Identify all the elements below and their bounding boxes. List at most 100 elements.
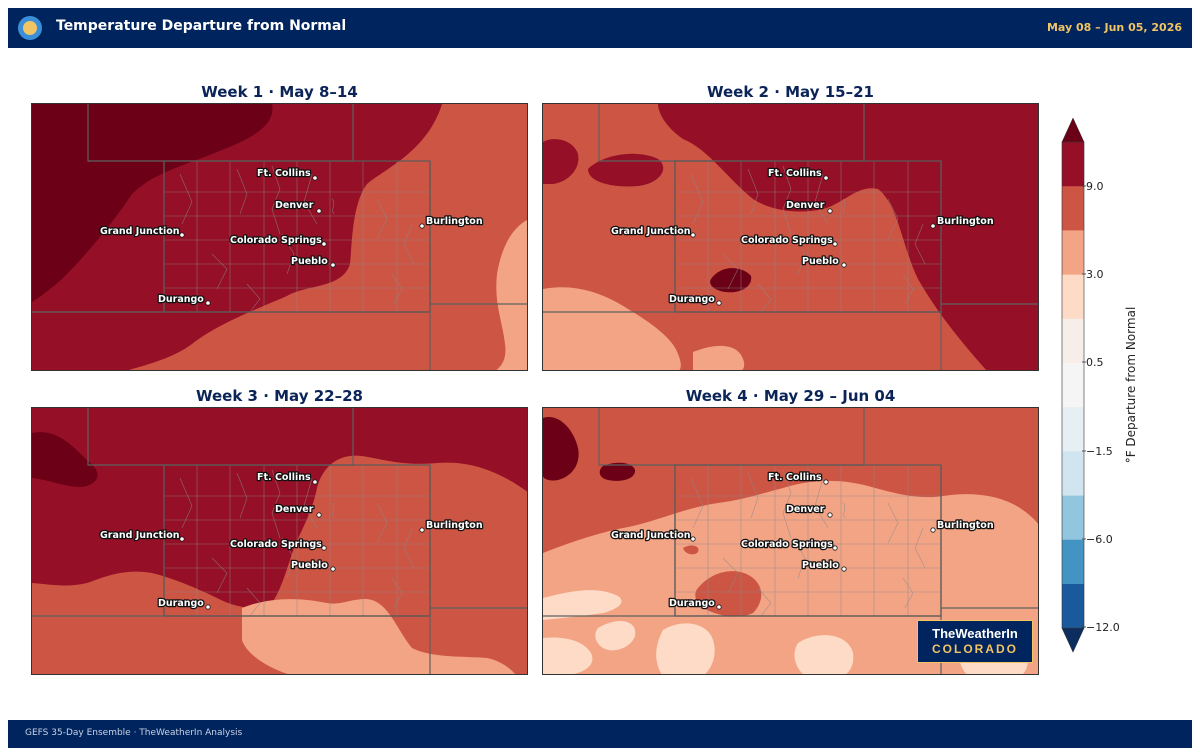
city-marker: Grand Junction (610, 529, 696, 542)
colorbar-tick: 0.5 (1086, 356, 1104, 369)
colorbar-tick: −6.0 (1086, 533, 1113, 546)
county-line (271, 469, 281, 539)
county-lines (164, 465, 430, 617)
shading-region (543, 139, 579, 184)
city-dot (823, 175, 829, 181)
city-label: Durango (158, 598, 204, 609)
city-marker: Colorado Springs (229, 234, 327, 247)
county-line (179, 173, 193, 225)
city-dot (832, 241, 838, 247)
city-marker: Durango (668, 597, 722, 610)
city-label: Burlington (426, 520, 483, 531)
city-dot (205, 604, 211, 610)
shading-region (543, 287, 681, 370)
county-lines (675, 161, 941, 313)
city-label: Durango (669, 598, 715, 609)
brand-region: COLORADO (932, 642, 1018, 656)
city-dot (330, 566, 336, 572)
city-marker: Pueblo (801, 255, 847, 268)
colorbar-swatch (1062, 407, 1084, 452)
city-label: Ft. Collins (768, 168, 822, 179)
city-dot (419, 223, 425, 229)
city-marker: Pueblo (290, 255, 336, 268)
colorbar-swatch (1062, 584, 1084, 629)
shading-region (543, 417, 579, 481)
footer-bar: GEFS 35-Day Ensemble · TheWeatherIn Anal… (8, 720, 1192, 748)
county-line (179, 477, 193, 529)
county-line (842, 198, 846, 215)
city-dot (841, 262, 847, 268)
temperature-shading (32, 408, 527, 674)
map-frame: Ft. Collins Denver Burlington Grand Junctio… (31, 407, 528, 675)
city-label: Ft. Collins (257, 472, 311, 483)
city-dot (841, 566, 847, 572)
colorbar-tick: −1.5 (1086, 445, 1113, 458)
shading-region (595, 621, 636, 651)
city-marker: Colorado Springs (229, 538, 327, 551)
city-label: Pueblo (802, 256, 839, 267)
shading-region (32, 432, 98, 487)
city-label: Colorado Springs (230, 235, 322, 246)
colorbar-tick: −12.0 (1086, 621, 1120, 634)
city-marker: Pueblo (801, 559, 847, 572)
colorbar-bottom-arrow (1061, 627, 1085, 653)
colorbar-swatch (1062, 274, 1084, 320)
city-marker: Burlington (930, 215, 995, 229)
map-panel-week-2: Week 2 · May 15–21 Ft. Collins Denver Burl… (542, 83, 1039, 371)
colorbar-swatch (1062, 363, 1084, 408)
city-dot (316, 512, 322, 518)
shading-region (693, 345, 745, 370)
colorado-outline (674, 160, 942, 313)
county-line (246, 587, 261, 617)
city-dot (321, 241, 327, 247)
county-line (690, 477, 704, 529)
city-label: Burlington (426, 216, 483, 227)
colorado-outline (674, 464, 942, 617)
city-marker: Denver (785, 199, 833, 214)
shading-region (656, 623, 715, 674)
shading-region (794, 635, 854, 674)
shading-region (294, 614, 386, 674)
county-line (722, 253, 739, 290)
county-line (403, 527, 415, 569)
city-marker: Pueblo (290, 559, 336, 572)
city-label: Pueblo (802, 560, 839, 571)
city-dot (179, 232, 185, 238)
city-label: Colorado Springs (230, 539, 322, 550)
county-line (842, 502, 846, 519)
shading-region (599, 462, 636, 481)
colorbar-swatch (1062, 451, 1084, 497)
shading-region (32, 104, 273, 302)
map-panel-week-3: Week 3 · May 22–28 Ft. Collins Denver Burl… (31, 387, 528, 675)
city-marker: Burlington (930, 519, 995, 533)
city-marker: Ft. Collins (767, 167, 829, 181)
city-marker: Colorado Springs (740, 234, 838, 247)
city-label: Burlington (937, 520, 994, 531)
brand-logo: TheWeatherIn COLORADO (917, 620, 1033, 663)
county-line (887, 198, 899, 240)
shading-region (496, 220, 527, 370)
city-marker: Denver (785, 503, 833, 518)
panel-title: Week 3 · May 22–28 (196, 387, 363, 405)
map-frame: Ft. Collins Denver Burlington Grand Junctio… (542, 103, 1039, 371)
footer-source: GEFS 35-Day Ensemble · TheWeatherIn Anal… (25, 728, 243, 738)
city-label: Pueblo (291, 256, 328, 267)
city-marker: Ft. Collins (767, 471, 829, 485)
county-line (747, 472, 759, 519)
panel-title: Week 1 · May 8–14 (201, 83, 358, 101)
city-label: Denver (275, 504, 314, 515)
temperature-shading (543, 104, 1038, 370)
panel-title: Week 2 · May 15–21 (707, 83, 874, 101)
city-marker: Burlington (419, 519, 484, 533)
city-dot (716, 300, 722, 306)
city-label: Pueblo (291, 560, 328, 571)
county-line (281, 233, 295, 275)
city-marker: Burlington (419, 215, 484, 229)
colorbar (1061, 118, 1086, 653)
colorbar-swatch (1062, 230, 1084, 276)
city-label: Grand Junction (611, 226, 691, 237)
page-title: Temperature Departure from Normal (56, 18, 347, 34)
county-line (281, 537, 295, 579)
colorbar-swatch (1062, 539, 1084, 585)
county-line (271, 165, 281, 235)
